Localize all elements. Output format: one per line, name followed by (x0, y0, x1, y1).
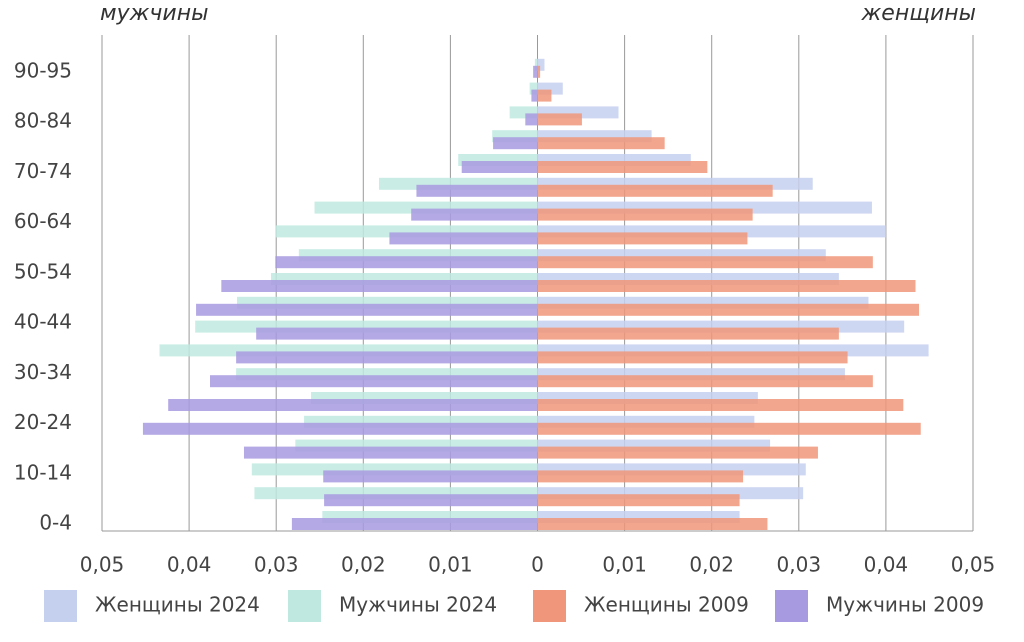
legend-swatch (775, 590, 808, 622)
left-side-label: мужчины (100, 1, 209, 26)
bar (256, 327, 538, 340)
y-tick-label: 40-44 (14, 310, 72, 334)
bar (537, 303, 919, 316)
bar (537, 446, 818, 459)
bar (461, 161, 538, 173)
bar (537, 232, 748, 245)
y-tick-label: 30-34 (14, 360, 72, 384)
bar (537, 208, 753, 221)
bar (537, 422, 921, 435)
bar (537, 65, 541, 78)
y-tick-label: 90-95 (14, 58, 72, 82)
y-tick-label: 60-64 (14, 209, 72, 233)
bar (537, 375, 873, 388)
right-side-label: женщины (860, 1, 976, 26)
bar (537, 280, 916, 292)
x-tick-label: 0,01 (428, 553, 473, 577)
bar (537, 137, 665, 150)
bar (534, 58, 538, 71)
bar (221, 280, 538, 292)
bar (537, 351, 848, 364)
y-tick-label: 10-14 (14, 460, 72, 484)
bar (529, 82, 538, 95)
bar (411, 208, 538, 221)
bar (493, 137, 538, 150)
bar (525, 113, 538, 126)
y-tick-label: 0-4 (39, 511, 72, 535)
bar (537, 113, 582, 126)
y-tick-label: 70-74 (14, 159, 72, 183)
x-tick-label: 0,03 (254, 553, 299, 577)
legend-label: Женщины 2009 (584, 593, 749, 617)
bar (537, 256, 873, 269)
bar (243, 446, 538, 459)
legend-swatch (44, 590, 77, 622)
x-tick-label: 0,04 (167, 553, 212, 577)
x-tick-label: 0,01 (602, 553, 647, 577)
x-tick-label: 0,05 (951, 553, 996, 577)
x-tick-label: 0,03 (777, 553, 822, 577)
bar (537, 399, 904, 411)
bar (323, 470, 538, 483)
legend-swatch (288, 590, 321, 622)
y-tick-label: 20-24 (14, 410, 72, 434)
bar (142, 422, 538, 435)
bar (537, 184, 773, 197)
x-tick-label: 0,05 (80, 553, 125, 577)
x-tick-label: 0 (531, 553, 544, 577)
x-tick-label: 0,02 (341, 553, 386, 577)
bar (537, 494, 740, 507)
bar (236, 351, 538, 364)
y-tick-label: 50-54 (14, 259, 72, 283)
bar (531, 89, 538, 102)
bar (533, 65, 538, 78)
bar (291, 518, 538, 530)
bar (196, 303, 538, 316)
legend-label: Мужчины 2009 (826, 593, 984, 617)
bar (168, 399, 538, 411)
bar (210, 375, 538, 388)
bar (537, 161, 708, 173)
y-tick-label: 80-84 (14, 109, 72, 133)
bar (537, 89, 552, 102)
bar (275, 256, 538, 269)
bar (324, 494, 538, 507)
bar (537, 58, 545, 71)
bar (537, 518, 768, 530)
x-tick-label: 0,04 (864, 553, 909, 577)
bar (537, 470, 744, 483)
legend-label: Мужчины 2024 (339, 593, 497, 617)
x-tick-label: 0,02 (689, 553, 734, 577)
bar (389, 232, 538, 245)
bar (537, 327, 839, 340)
bar (416, 184, 538, 197)
legend-swatch (533, 590, 566, 622)
legend-label: Женщины 2024 (95, 593, 260, 617)
